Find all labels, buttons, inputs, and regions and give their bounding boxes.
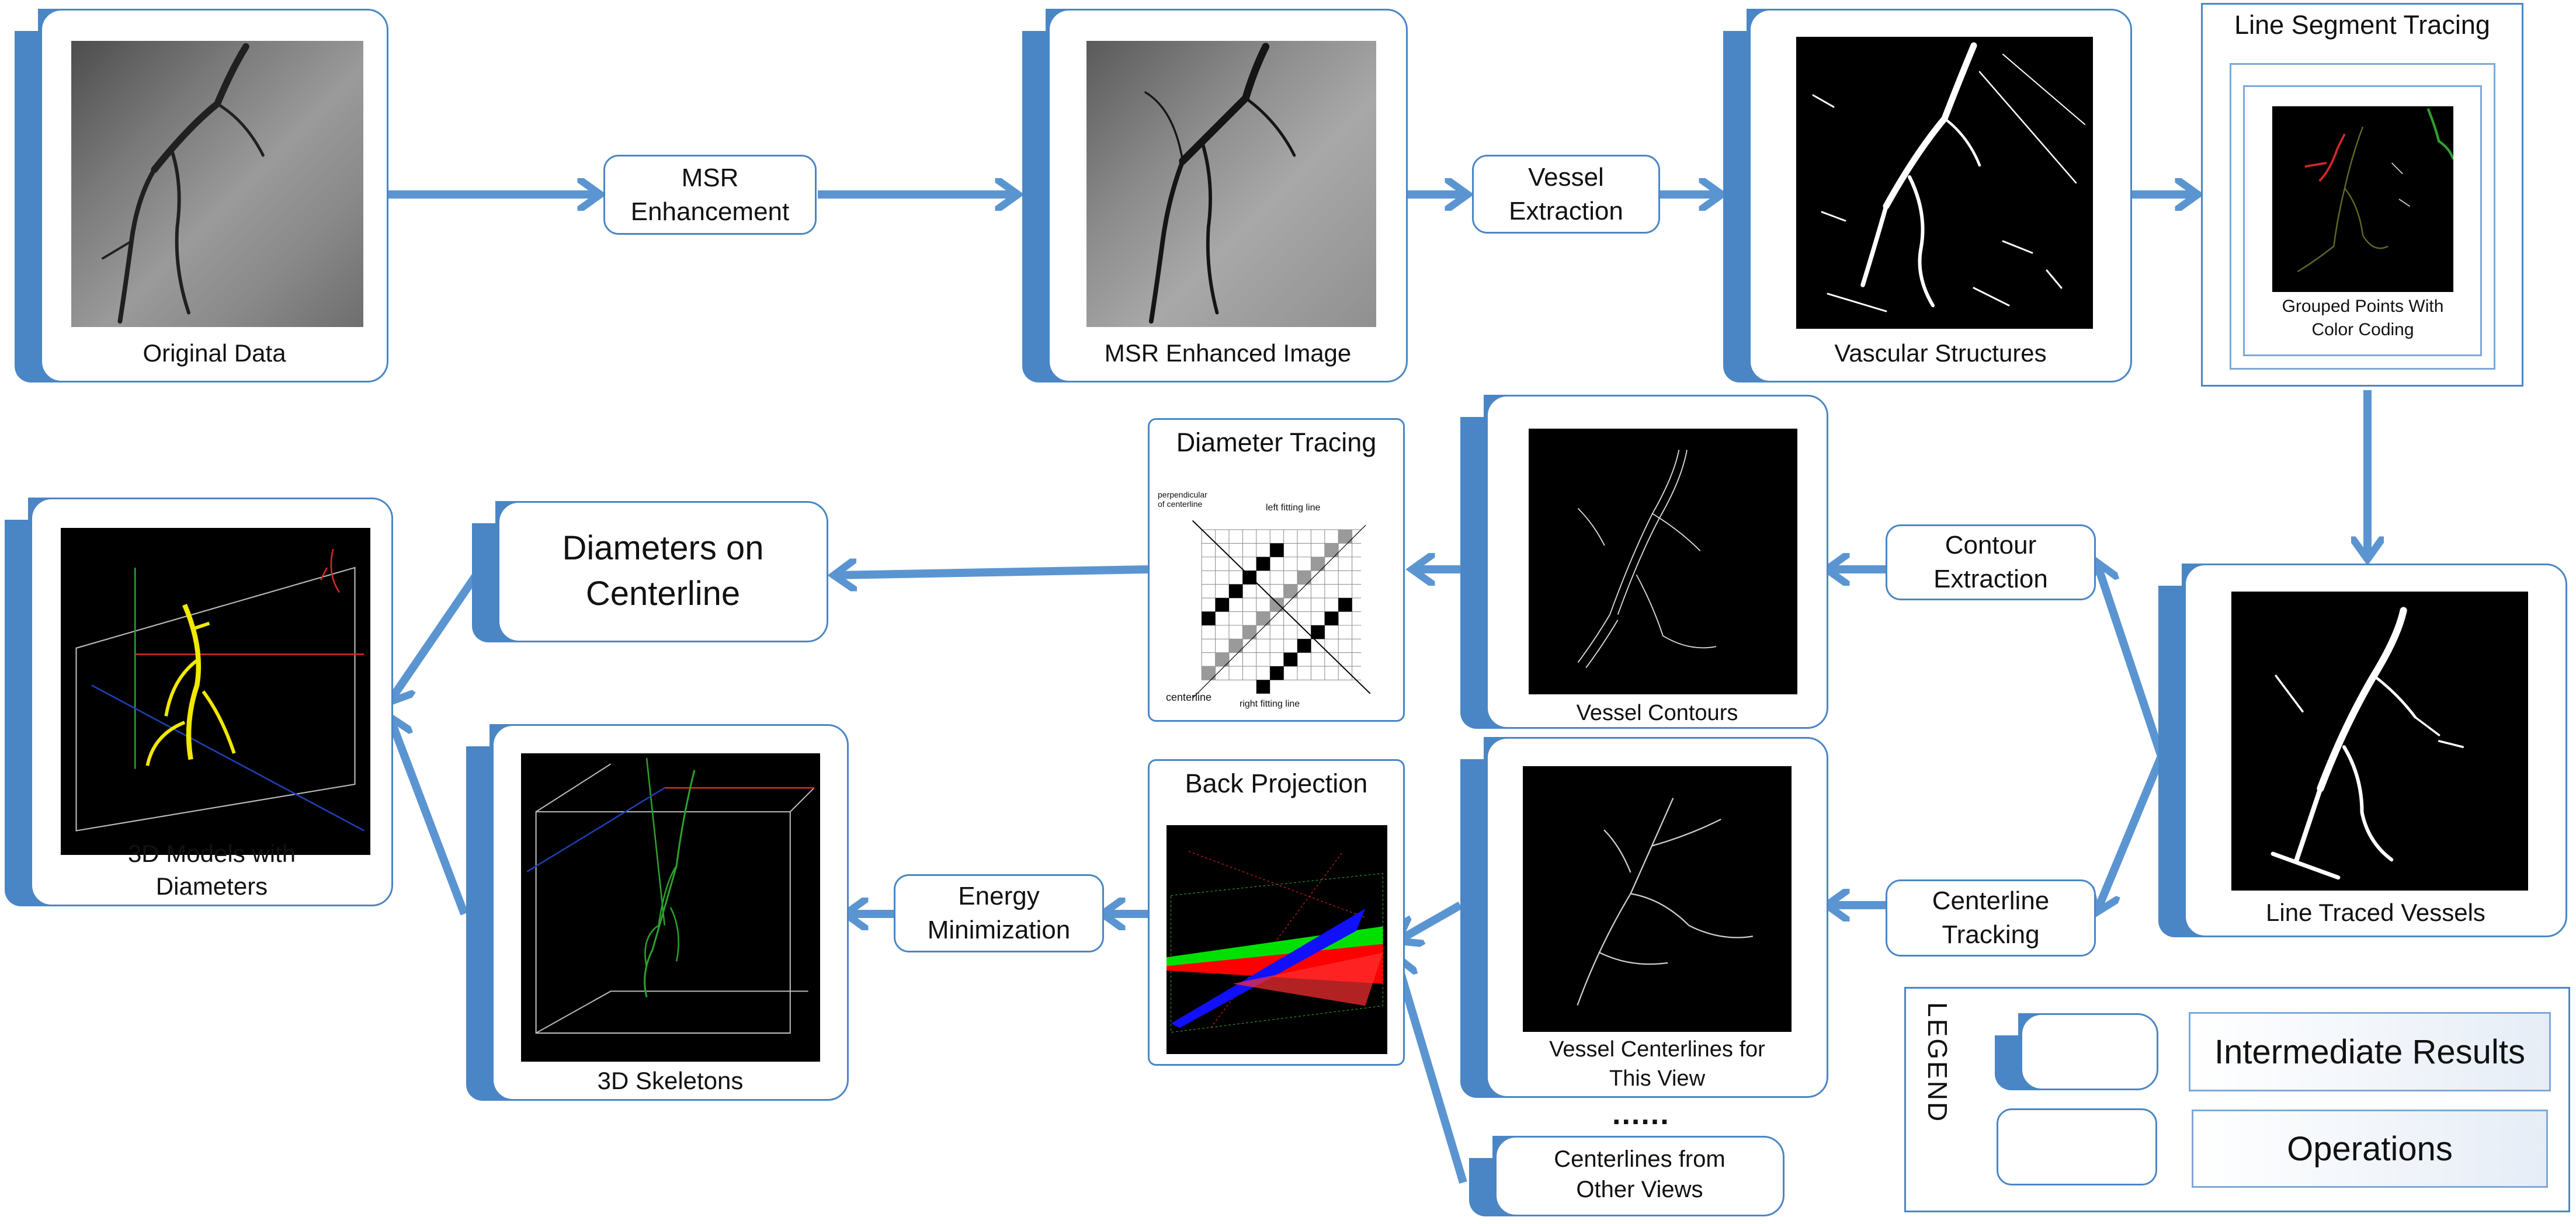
legend-result-swatch [1995,1013,2158,1090]
grouped-points-image [2272,106,2453,292]
label-line-traced-vessels: Line Traced Vessels [2266,899,2485,926]
label-3d-skeletons: 3D Skeletons [597,1067,744,1094]
legend-title: LEGEND [1922,1002,1953,1124]
legend-intermediate-results: Intermediate Results [2189,1012,2551,1091]
arrow-traced-to-contour [2097,564,2165,758]
op-centerline-tracking-label: Centerline Tracking [1932,886,2050,949]
inset-label-perpendicular: perpendicular of centerline [1158,490,1207,509]
arrow-traced-to-centerline [2097,754,2165,911]
node-centerlines-other-views: Centerlines from Other Views [1469,1136,1785,1216]
vessel-centerlines-image [1523,766,1792,1032]
op-vessel-extraction: Vessel Extraction [1472,155,1660,234]
line-traced-vessels-image [2231,592,2528,891]
diameter-grid-diagram: perpendicular of centerline left fitting… [1158,484,1391,712]
title-diameter-tracing: Diameter Tracing [1176,427,1377,457]
node-3d-skeletons: 3D Skeletons [466,724,849,1101]
inset-label-right-fitting: right fitting line [1240,699,1300,709]
op-centerline-tracking: Centerline Tracking [1886,879,2096,957]
3d-models-image [61,528,370,855]
inset-label-centerline: centerline [1166,691,1212,703]
op-vessel-extraction-label: Vessel Extraction [1509,162,1623,225]
op-msr-label: MSR Enhancement [630,163,790,226]
label-centerlines-other-views: Centerlines from Other Views [1554,1146,1726,1202]
back-projection-image [1167,825,1387,1054]
label-vascular-structures: Vascular Structures [1834,339,2047,367]
vascular-structures-image [1796,37,2093,329]
caption-grouped-points: Grouped Points With Color Coding [2282,297,2444,339]
arrow-centerlines-to-backproj [1399,901,1463,940]
arrow-skeleton-to-models [390,718,468,916]
op-contour-extraction: Contour Extraction [1886,524,2096,600]
op-energy-minimization: Energy Minimization [894,874,1104,952]
label-3d-models-diameters: 3D Models with Diameters [127,840,296,900]
node-vessel-centerlines: Vessel Centerlines for This View [1460,737,1828,1098]
title-line-segment-tracing: Line Segment Tracing [2234,10,2490,40]
node-msr-enhanced-image: MSR Enhanced Image [1022,9,1408,382]
node-vessel-contours: Vessel Contours [1460,395,1828,729]
node-diameters-on-centerline: Diameters on Centerline [472,501,828,642]
op-energy-minimization-label: Energy Minimization [927,882,1071,944]
inset-label-left-fitting: left fitting line [1266,503,1321,513]
label-vessel-contours: Vessel Contours [1576,701,1738,725]
more-views-ellipsis: ...... [1612,1097,1670,1131]
msr-enhanced-image [1086,41,1376,327]
label-msr-enhanced-image: MSR Enhanced Image [1104,339,1352,367]
legend-operation-swatch [1997,1108,2157,1185]
op-contour-extraction-label: Contour Extraction [1933,531,2048,593]
arrow-diamcl-to-models [390,573,480,701]
legend-operations: Operations [2192,1110,2548,1188]
node-line-traced-vessels: Line Traced Vessels [2158,564,2567,937]
node-3d-models-diameters: 3D Models with Diameters [5,498,393,906]
node-vascular-structures: Vascular Structures [1723,9,2132,382]
label-original-data: Original Data [143,339,286,367]
title-back-projection: Back Projection [1185,769,1368,798]
node-diameter-tracing: Diameter Tracing perpendicul [1148,418,1405,722]
label-vessel-centerlines: Vessel Centerlines for This View [1549,1037,1765,1091]
arrow-diameter-to-diamcl [835,569,1148,575]
op-msr-enhancement: MSR Enhancement [603,155,817,235]
vessel-contours-image [1529,429,1797,694]
node-original-data: Original Data [15,9,388,382]
3d-skeletons-image [521,753,820,1062]
arrow-other-to-backproj [1396,958,1467,1184]
label-diameters-on-centerline: Diameters on Centerline [562,529,764,613]
original-angiogram-image [71,41,363,327]
